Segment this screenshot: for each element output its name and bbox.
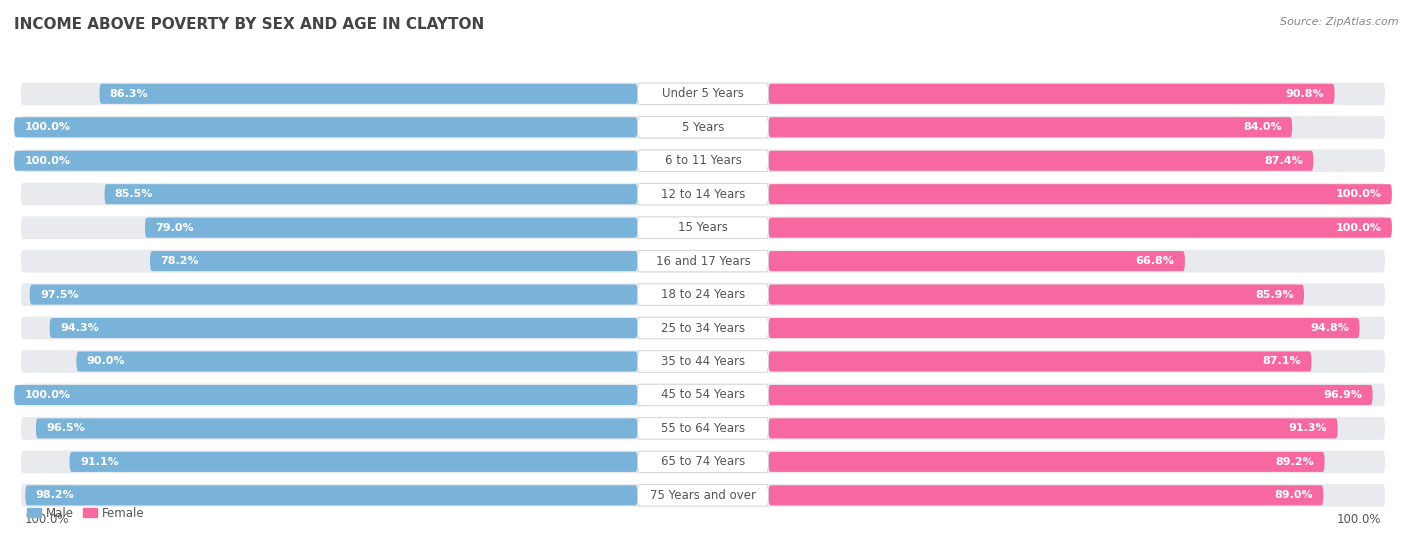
Text: 98.2%: 98.2% [35,490,75,500]
FancyBboxPatch shape [21,250,1385,272]
FancyBboxPatch shape [69,452,637,472]
FancyBboxPatch shape [769,385,1372,405]
Text: 45 to 54 Years: 45 to 54 Years [661,389,745,401]
FancyBboxPatch shape [37,418,637,438]
Text: 89.0%: 89.0% [1274,490,1313,500]
FancyBboxPatch shape [637,384,769,406]
Text: 12 to 14 Years: 12 to 14 Years [661,188,745,201]
FancyBboxPatch shape [637,250,769,272]
Text: 91.3%: 91.3% [1289,423,1327,433]
Text: 96.9%: 96.9% [1323,390,1362,400]
FancyBboxPatch shape [14,385,637,405]
Text: Source: ZipAtlas.com: Source: ZipAtlas.com [1281,17,1399,27]
Text: INCOME ABOVE POVERTY BY SEX AND AGE IN CLAYTON: INCOME ABOVE POVERTY BY SEX AND AGE IN C… [14,17,484,32]
FancyBboxPatch shape [769,117,1292,138]
FancyBboxPatch shape [104,184,637,204]
Text: 100.0%: 100.0% [1336,222,1382,233]
FancyBboxPatch shape [30,285,637,305]
FancyBboxPatch shape [769,184,1392,204]
FancyBboxPatch shape [637,83,769,105]
FancyBboxPatch shape [637,418,769,439]
Text: 86.3%: 86.3% [110,89,149,99]
FancyBboxPatch shape [637,150,769,172]
Text: 85.9%: 85.9% [1256,290,1294,300]
FancyBboxPatch shape [21,183,1385,206]
Text: 85.5%: 85.5% [115,189,153,199]
Text: 91.1%: 91.1% [80,457,118,467]
Text: 5 Years: 5 Years [682,121,724,134]
FancyBboxPatch shape [769,217,1392,238]
FancyBboxPatch shape [769,452,1324,472]
Text: 79.0%: 79.0% [155,222,194,233]
Text: 97.5%: 97.5% [39,290,79,300]
FancyBboxPatch shape [637,485,769,506]
Text: 100.0%: 100.0% [24,122,70,132]
Text: 78.2%: 78.2% [160,256,198,266]
FancyBboxPatch shape [637,451,769,472]
Text: 90.0%: 90.0% [87,357,125,367]
Text: 100.0%: 100.0% [1336,189,1382,199]
FancyBboxPatch shape [21,216,1385,239]
Text: 55 to 64 Years: 55 to 64 Years [661,422,745,435]
FancyBboxPatch shape [637,217,769,238]
Text: 89.2%: 89.2% [1275,457,1315,467]
Text: 75 Years and over: 75 Years and over [650,489,756,502]
Text: 66.8%: 66.8% [1136,256,1174,266]
FancyBboxPatch shape [637,117,769,138]
Text: 87.4%: 87.4% [1264,156,1303,165]
FancyBboxPatch shape [21,417,1385,440]
FancyBboxPatch shape [49,318,637,338]
Text: 90.8%: 90.8% [1285,89,1324,99]
Text: 84.0%: 84.0% [1243,122,1282,132]
Text: 35 to 44 Years: 35 to 44 Years [661,355,745,368]
FancyBboxPatch shape [14,117,637,138]
Text: Under 5 Years: Under 5 Years [662,87,744,100]
Legend: Male, Female: Male, Female [27,506,145,519]
Text: 100.0%: 100.0% [24,156,70,165]
FancyBboxPatch shape [21,283,1385,306]
Text: 15 Years: 15 Years [678,221,728,234]
FancyBboxPatch shape [100,84,637,104]
Text: 100.0%: 100.0% [1337,513,1382,526]
FancyBboxPatch shape [769,84,1334,104]
FancyBboxPatch shape [637,183,769,205]
FancyBboxPatch shape [21,484,1385,506]
FancyBboxPatch shape [21,116,1385,139]
Text: 16 and 17 Years: 16 and 17 Years [655,254,751,268]
FancyBboxPatch shape [637,351,769,372]
FancyBboxPatch shape [769,418,1337,438]
FancyBboxPatch shape [21,82,1385,105]
FancyBboxPatch shape [769,285,1303,305]
Text: 96.5%: 96.5% [46,423,84,433]
Text: 6 to 11 Years: 6 to 11 Years [665,154,741,167]
FancyBboxPatch shape [150,251,637,271]
FancyBboxPatch shape [21,383,1385,406]
FancyBboxPatch shape [637,318,769,339]
Text: 100.0%: 100.0% [24,513,69,526]
FancyBboxPatch shape [769,485,1323,505]
FancyBboxPatch shape [21,149,1385,172]
FancyBboxPatch shape [769,352,1312,372]
FancyBboxPatch shape [76,352,637,372]
Text: 25 to 34 Years: 25 to 34 Years [661,321,745,334]
Text: 94.8%: 94.8% [1310,323,1350,333]
FancyBboxPatch shape [145,217,637,238]
Text: 65 to 74 Years: 65 to 74 Years [661,456,745,468]
Text: 94.3%: 94.3% [60,323,98,333]
FancyBboxPatch shape [21,451,1385,473]
Text: 18 to 24 Years: 18 to 24 Years [661,288,745,301]
Text: 100.0%: 100.0% [24,390,70,400]
FancyBboxPatch shape [25,485,637,505]
FancyBboxPatch shape [637,284,769,305]
FancyBboxPatch shape [769,151,1313,170]
FancyBboxPatch shape [21,316,1385,339]
Text: 87.1%: 87.1% [1263,357,1301,367]
FancyBboxPatch shape [21,350,1385,373]
FancyBboxPatch shape [14,151,637,170]
FancyBboxPatch shape [769,318,1360,338]
FancyBboxPatch shape [769,251,1185,271]
